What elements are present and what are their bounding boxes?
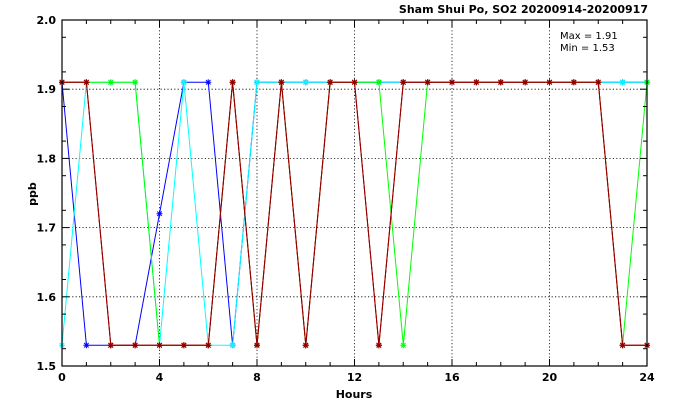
data-point-marker (570, 79, 577, 86)
data-point-marker (132, 342, 139, 349)
data-point-marker (83, 79, 90, 86)
data-point-marker (375, 79, 382, 86)
x-tick-label: 16 (444, 371, 460, 384)
data-point-marker (107, 342, 114, 349)
y-tick-label: 1.9 (37, 83, 57, 96)
data-point-marker (229, 79, 236, 86)
y-tick-label: 1.5 (37, 360, 57, 373)
y-tick-label: 1.7 (37, 222, 57, 235)
x-tick-label: 8 (253, 371, 261, 384)
data-point-marker (180, 79, 187, 86)
x-tick-labels: 0 4 8 12 16 20 24 (58, 371, 655, 384)
y-tick-label: 2.0 (37, 14, 57, 27)
data-point-marker (595, 79, 602, 86)
data-point-marker (497, 79, 504, 86)
series-5 (59, 79, 650, 349)
data-point-marker (132, 79, 139, 86)
x-tick-label: 0 (58, 371, 66, 384)
data-point-marker (156, 210, 163, 217)
series-layer (59, 79, 650, 349)
data-point-marker (619, 342, 626, 349)
x-tick-label: 24 (639, 371, 655, 384)
axis-ticks (61, 19, 648, 367)
data-point-marker (205, 79, 212, 86)
data-point-marker (375, 342, 382, 349)
data-point-marker (83, 342, 90, 349)
data-point-marker (473, 79, 480, 86)
data-point-marker (107, 79, 114, 86)
data-point-marker (424, 79, 431, 86)
grid-lines (62, 20, 647, 366)
y-tick-label: 1.6 (37, 291, 57, 304)
data-point-marker (522, 79, 529, 86)
max-label: Max = 1.91 (560, 31, 618, 42)
min-label: Min = 1.53 (560, 43, 615, 54)
y-tick-label: 1.8 (37, 152, 57, 165)
data-point-marker (351, 79, 358, 86)
data-point-marker (302, 79, 309, 86)
data-point-marker (180, 342, 187, 349)
data-point-marker (229, 342, 236, 349)
data-point-marker (254, 79, 260, 86)
y-tick-labels: 1.5 1.6 1.7 1.8 1.9 2.0 (37, 14, 57, 373)
x-tick-label: 4 (156, 371, 164, 384)
data-point-marker (400, 79, 407, 86)
data-point-marker (546, 79, 553, 86)
data-point-marker (254, 342, 260, 349)
chart-title: Sham Shui Po, SO2 20200914-20200917 (399, 3, 648, 16)
data-point-marker (327, 79, 334, 86)
x-tick-label: 20 (542, 371, 558, 384)
x-axis-title: Hours (336, 388, 373, 401)
data-point-marker (400, 342, 407, 349)
data-point-marker (449, 79, 455, 86)
data-point-marker (278, 79, 285, 86)
data-point-marker (302, 342, 309, 349)
data-point-marker (205, 342, 212, 349)
x-tick-label: 12 (347, 371, 362, 384)
data-point-marker (156, 342, 163, 349)
data-point-marker (619, 79, 626, 86)
y-axis-title: ppb (26, 182, 39, 206)
